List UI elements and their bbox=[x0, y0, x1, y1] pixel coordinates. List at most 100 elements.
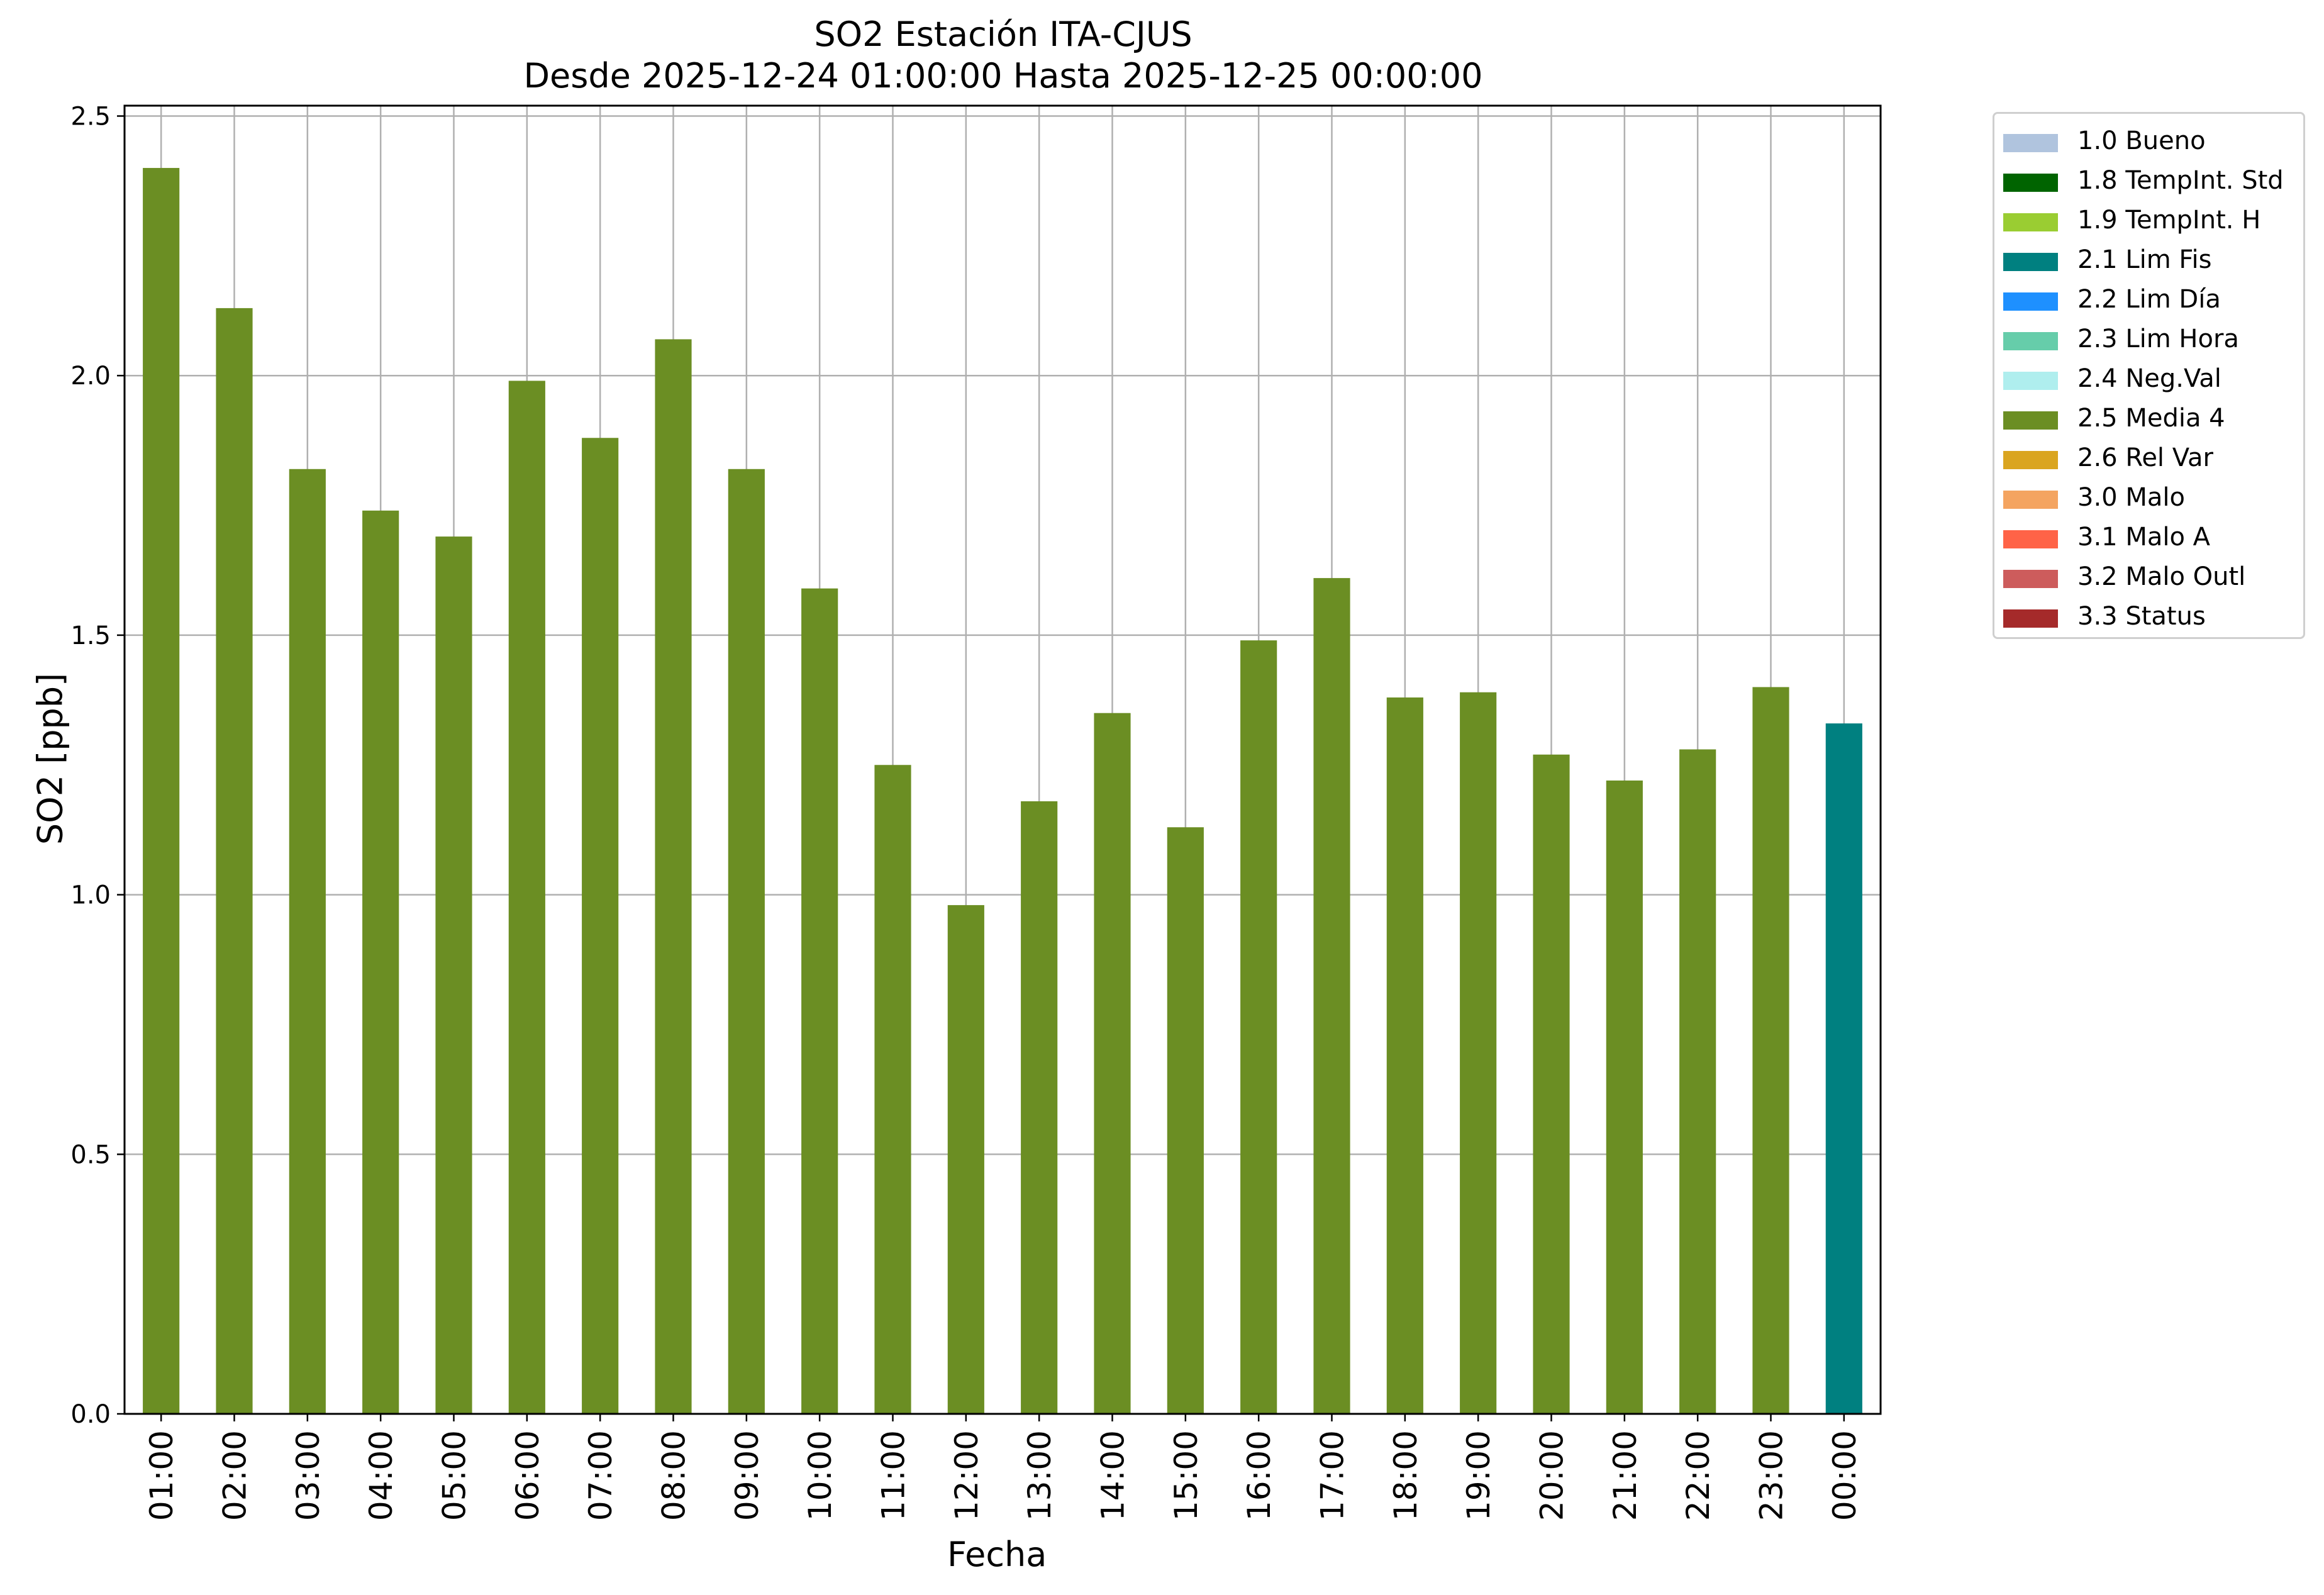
y-axis-label: SO2 [ppb] bbox=[30, 672, 70, 845]
legend-swatch bbox=[2003, 134, 2058, 152]
x-tick-label: 22:00 bbox=[1680, 1430, 1716, 1521]
legend-swatch bbox=[2003, 530, 2058, 548]
x-tick-label: 20:00 bbox=[1534, 1430, 1571, 1521]
bar bbox=[874, 765, 911, 1414]
legend-item: 3.3 Status bbox=[1994, 597, 2303, 636]
legend-label: 3.2 Malo Outl bbox=[2077, 562, 2246, 591]
bar bbox=[1752, 687, 1789, 1414]
legend-label: 3.1 Malo A bbox=[2077, 523, 2211, 552]
x-tick-label: 10:00 bbox=[802, 1430, 838, 1521]
legend-item: 1.9 TempInt. H bbox=[1994, 201, 2303, 240]
legend-swatch bbox=[2003, 174, 2058, 192]
x-tick-label: 23:00 bbox=[1754, 1430, 1790, 1521]
legend-item: 2.5 Media 4 bbox=[1994, 399, 2303, 438]
y-tick-label: 2.5 bbox=[70, 103, 111, 131]
legend-swatch bbox=[2003, 253, 2058, 271]
x-tick-label: 09:00 bbox=[729, 1430, 765, 1521]
bar bbox=[947, 905, 984, 1414]
x-tick-label: 17:00 bbox=[1315, 1430, 1351, 1521]
x-tick-label: 05:00 bbox=[436, 1430, 473, 1521]
legend-swatch bbox=[2003, 570, 2058, 588]
bar bbox=[435, 536, 472, 1414]
legend-item: 2.3 Lim Hora bbox=[1994, 320, 2303, 359]
legend-label: 1.0 Bueno bbox=[2077, 126, 2206, 155]
bar bbox=[801, 588, 838, 1414]
legend-swatch bbox=[2003, 292, 2058, 311]
legend-swatch bbox=[2003, 491, 2058, 509]
legend-item: 3.2 Malo Outl bbox=[1994, 557, 2303, 597]
x-tick-label: 14:00 bbox=[1095, 1430, 1131, 1521]
legend: 1.0 Bueno 1.8 TempInt. Std 1.9 TempInt. H 2… bbox=[1993, 112, 2305, 639]
legend-item: 1.8 TempInt. Std bbox=[1994, 161, 2303, 201]
x-tick-label: 08:00 bbox=[656, 1430, 692, 1521]
legend-label: 2.2 Lim Día bbox=[2077, 285, 2221, 314]
bar bbox=[582, 438, 619, 1414]
x-tick-label: 21:00 bbox=[1607, 1430, 1643, 1521]
bar bbox=[1825, 723, 1862, 1414]
legend-label: 1.8 TempInt. Std bbox=[2077, 166, 2284, 195]
bar bbox=[1021, 801, 1058, 1414]
x-tick-label: 19:00 bbox=[1460, 1430, 1497, 1521]
bar bbox=[1313, 578, 1350, 1414]
x-tick-label: 12:00 bbox=[948, 1430, 985, 1521]
bar bbox=[508, 381, 545, 1414]
y-tick-label: 1.0 bbox=[70, 881, 111, 910]
x-tick-label: 16:00 bbox=[1241, 1430, 1277, 1521]
legend-swatch bbox=[2003, 609, 2058, 628]
legend-label: 2.3 Lim Hora bbox=[2077, 325, 2239, 353]
bar bbox=[1460, 692, 1497, 1414]
x-tick-label: 18:00 bbox=[1387, 1430, 1424, 1521]
plot-frame bbox=[123, 104, 1882, 1415]
x-tick-label: 02:00 bbox=[217, 1430, 253, 1521]
bar bbox=[655, 339, 692, 1414]
x-tick-label: 06:00 bbox=[509, 1430, 546, 1521]
chart-subtitle: Desde 2025-12-24 01:00:00 Hasta 2025-12-… bbox=[523, 56, 1483, 96]
bar bbox=[1679, 749, 1716, 1414]
bar bbox=[1094, 713, 1131, 1414]
y-tick-label: 0.0 bbox=[70, 1400, 111, 1429]
legend-label: 2.4 Neg.Val bbox=[2077, 364, 2221, 393]
legend-label: 1.9 TempInt. H bbox=[2077, 206, 2261, 235]
x-tick-label: 03:00 bbox=[290, 1430, 326, 1521]
bar bbox=[143, 168, 180, 1414]
legend-label: 2.6 Rel Var bbox=[2077, 443, 2213, 472]
x-tick-label: 11:00 bbox=[876, 1430, 912, 1521]
legend-label: 2.5 Media 4 bbox=[2077, 404, 2225, 433]
legend-swatch bbox=[2003, 411, 2058, 430]
x-tick-label: 04:00 bbox=[363, 1430, 399, 1521]
bar bbox=[362, 510, 399, 1414]
legend-swatch bbox=[2003, 372, 2058, 390]
x-tick-label: 15:00 bbox=[1168, 1430, 1204, 1521]
legend-item: 2.1 Lim Fis bbox=[1994, 240, 2303, 280]
legend-label: 2.1 Lim Fis bbox=[2077, 245, 2212, 274]
legend-swatch bbox=[2003, 451, 2058, 469]
chart-title: SO2 Estación ITA-CJUS bbox=[814, 14, 1193, 54]
bar bbox=[1386, 697, 1423, 1414]
y-tick-label: 0.5 bbox=[70, 1140, 111, 1169]
x-tick-label: 07:00 bbox=[582, 1430, 619, 1521]
bar bbox=[728, 469, 765, 1414]
legend-item: 3.0 Malo bbox=[1994, 478, 2303, 518]
bar bbox=[216, 308, 253, 1414]
legend-item: 2.2 Lim Día bbox=[1994, 280, 2303, 320]
x-tick-label: 01:00 bbox=[143, 1430, 180, 1521]
legend-swatch bbox=[2003, 332, 2058, 350]
legend-item: 1.0 Bueno bbox=[1994, 121, 2303, 161]
bar bbox=[1167, 827, 1204, 1414]
bar bbox=[289, 469, 326, 1414]
legend-item: 2.4 Neg.Val bbox=[1994, 359, 2303, 399]
y-tick-label: 2.0 bbox=[70, 362, 111, 391]
x-tick-label: 13:00 bbox=[1021, 1430, 1058, 1521]
bar bbox=[1240, 640, 1277, 1414]
legend-swatch bbox=[2003, 213, 2058, 231]
bar bbox=[1533, 754, 1570, 1414]
legend-item: 2.6 Rel Var bbox=[1994, 438, 2303, 478]
x-axis-label: Fecha bbox=[947, 1535, 1047, 1574]
x-tick-label: 00:00 bbox=[1826, 1430, 1863, 1521]
legend-item: 3.1 Malo A bbox=[1994, 518, 2303, 557]
bar bbox=[1606, 781, 1643, 1414]
y-tick-label: 1.5 bbox=[70, 621, 111, 650]
legend-label: 3.3 Status bbox=[2077, 602, 2206, 631]
legend-label: 3.0 Malo bbox=[2077, 483, 2185, 512]
